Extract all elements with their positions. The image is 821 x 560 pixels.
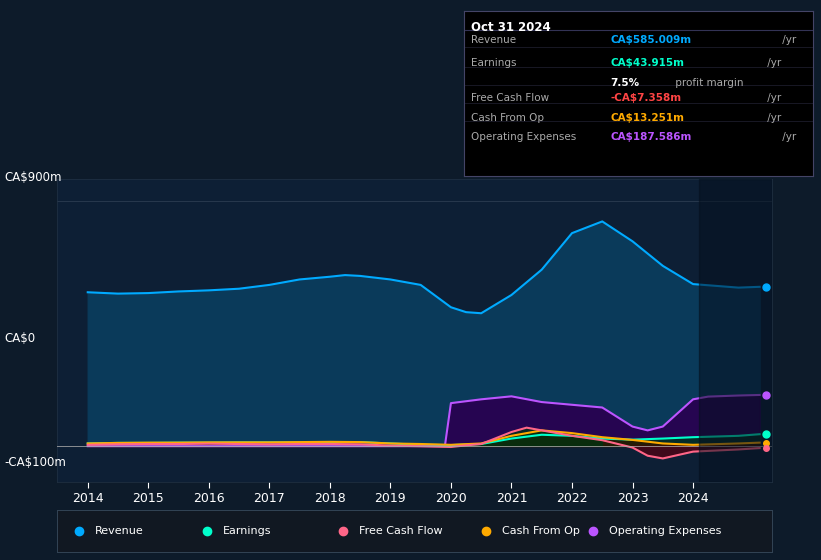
Text: CA$0: CA$0 — [4, 332, 35, 346]
Text: CA$187.586m: CA$187.586m — [610, 132, 692, 142]
Text: CA$585.009m: CA$585.009m — [610, 35, 691, 45]
Text: Cash From Op: Cash From Op — [502, 526, 580, 535]
Text: profit margin: profit margin — [672, 78, 743, 88]
Text: -CA$100m: -CA$100m — [4, 455, 66, 469]
Text: Free Cash Flow: Free Cash Flow — [471, 93, 549, 103]
Text: -CA$7.358m: -CA$7.358m — [610, 93, 681, 103]
Text: Oct 31 2024: Oct 31 2024 — [471, 21, 551, 34]
Text: Free Cash Flow: Free Cash Flow — [359, 526, 443, 535]
Text: /yr: /yr — [779, 132, 796, 142]
Text: Cash From Op: Cash From Op — [471, 113, 544, 123]
Bar — [699, 179, 772, 482]
Text: /yr: /yr — [779, 35, 796, 45]
Text: Operating Expenses: Operating Expenses — [471, 132, 576, 142]
Text: 7.5%: 7.5% — [610, 78, 640, 88]
Text: CA$900m: CA$900m — [4, 171, 62, 184]
Text: Operating Expenses: Operating Expenses — [609, 526, 722, 535]
Text: Earnings: Earnings — [471, 58, 516, 68]
Text: Earnings: Earnings — [223, 526, 272, 535]
Text: /yr: /yr — [764, 113, 782, 123]
Text: /yr: /yr — [764, 93, 782, 103]
Text: Revenue: Revenue — [471, 35, 516, 45]
Text: CA$43.915m: CA$43.915m — [610, 58, 685, 68]
Text: /yr: /yr — [764, 58, 782, 68]
Text: CA$13.251m: CA$13.251m — [610, 113, 685, 123]
Text: Revenue: Revenue — [94, 526, 144, 535]
